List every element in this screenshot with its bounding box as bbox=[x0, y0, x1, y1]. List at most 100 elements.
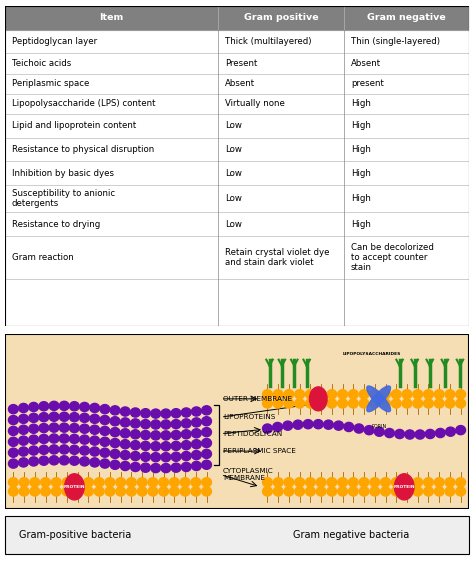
Circle shape bbox=[202, 478, 211, 487]
Circle shape bbox=[49, 412, 59, 422]
Text: Gram-positive bacteria: Gram-positive bacteria bbox=[18, 531, 131, 540]
Circle shape bbox=[263, 424, 272, 433]
Circle shape bbox=[434, 389, 444, 399]
Circle shape bbox=[305, 399, 315, 408]
Circle shape bbox=[316, 478, 326, 487]
Circle shape bbox=[161, 431, 171, 440]
Text: Absent: Absent bbox=[226, 79, 255, 88]
Circle shape bbox=[316, 399, 326, 408]
Circle shape bbox=[130, 463, 140, 472]
Text: PROTEIN: PROTEIN bbox=[393, 485, 415, 489]
Circle shape bbox=[151, 420, 161, 429]
Circle shape bbox=[273, 478, 283, 487]
Circle shape bbox=[434, 487, 444, 496]
Circle shape bbox=[41, 487, 50, 496]
Circle shape bbox=[29, 402, 38, 411]
Circle shape bbox=[324, 420, 333, 429]
Text: High: High bbox=[351, 99, 371, 108]
Circle shape bbox=[381, 487, 391, 496]
Circle shape bbox=[348, 399, 358, 408]
Circle shape bbox=[171, 452, 181, 461]
Circle shape bbox=[202, 438, 211, 447]
Circle shape bbox=[263, 478, 272, 487]
Circle shape bbox=[424, 487, 433, 496]
Circle shape bbox=[100, 405, 110, 414]
Circle shape bbox=[49, 423, 59, 432]
Circle shape bbox=[305, 478, 315, 487]
Text: PORIN: PORIN bbox=[371, 424, 386, 429]
Text: Gram positive: Gram positive bbox=[244, 13, 319, 22]
Circle shape bbox=[170, 487, 179, 496]
Circle shape bbox=[413, 389, 423, 399]
Circle shape bbox=[59, 456, 69, 465]
Circle shape bbox=[100, 437, 110, 446]
Circle shape bbox=[456, 487, 465, 496]
Circle shape bbox=[344, 423, 354, 432]
Circle shape bbox=[151, 442, 161, 451]
Circle shape bbox=[263, 487, 272, 496]
Circle shape bbox=[316, 487, 326, 496]
Text: High: High bbox=[351, 194, 371, 203]
Circle shape bbox=[120, 429, 130, 438]
Circle shape bbox=[90, 458, 100, 467]
Circle shape bbox=[370, 478, 380, 487]
Circle shape bbox=[120, 418, 130, 427]
Circle shape bbox=[29, 435, 38, 444]
Text: PEPTIDOGLYCAN: PEPTIDOGLYCAN bbox=[223, 430, 283, 437]
Circle shape bbox=[303, 420, 313, 429]
Circle shape bbox=[182, 419, 191, 428]
Circle shape bbox=[348, 487, 358, 496]
Circle shape bbox=[116, 487, 126, 496]
Circle shape bbox=[456, 399, 465, 408]
Circle shape bbox=[90, 414, 100, 423]
Text: LIPOPROTEINS: LIPOPROTEINS bbox=[223, 414, 275, 420]
Circle shape bbox=[39, 445, 49, 455]
Circle shape bbox=[29, 457, 38, 466]
Circle shape bbox=[456, 478, 465, 487]
Circle shape bbox=[413, 399, 423, 408]
Text: Can be decolorized
to accept counter
stain: Can be decolorized to accept counter sta… bbox=[351, 243, 434, 273]
Text: Low: Low bbox=[226, 194, 242, 203]
Text: Lipid and lipoprotein content: Lipid and lipoprotein content bbox=[12, 121, 136, 130]
Circle shape bbox=[182, 463, 191, 472]
Circle shape bbox=[161, 420, 171, 429]
Text: High: High bbox=[351, 121, 371, 130]
Circle shape bbox=[348, 389, 358, 399]
Text: Peptidoglycan layer: Peptidoglycan layer bbox=[12, 37, 97, 46]
Circle shape bbox=[62, 478, 72, 487]
Circle shape bbox=[59, 434, 69, 443]
Text: PROTEIN: PROTEIN bbox=[64, 485, 85, 489]
Circle shape bbox=[90, 425, 100, 434]
Circle shape bbox=[327, 389, 337, 399]
Text: Low: Low bbox=[226, 169, 242, 178]
Circle shape bbox=[284, 399, 294, 408]
Circle shape bbox=[413, 487, 423, 496]
Circle shape bbox=[405, 430, 415, 439]
Circle shape bbox=[283, 421, 292, 430]
Circle shape bbox=[148, 487, 158, 496]
Circle shape bbox=[305, 487, 315, 496]
Circle shape bbox=[395, 429, 404, 438]
Text: OUTER MEMBRANE: OUTER MEMBRANE bbox=[223, 396, 292, 402]
Circle shape bbox=[327, 487, 337, 496]
Circle shape bbox=[151, 464, 161, 473]
Circle shape bbox=[9, 487, 18, 496]
Circle shape bbox=[29, 424, 38, 433]
Circle shape bbox=[110, 406, 120, 415]
Circle shape bbox=[59, 401, 69, 410]
Circle shape bbox=[18, 436, 28, 445]
Circle shape bbox=[80, 413, 90, 423]
Circle shape bbox=[424, 478, 433, 487]
Circle shape bbox=[100, 459, 110, 468]
Circle shape bbox=[293, 420, 303, 429]
Circle shape bbox=[161, 464, 171, 473]
Circle shape bbox=[445, 487, 455, 496]
Circle shape bbox=[9, 478, 18, 487]
Circle shape bbox=[436, 428, 445, 438]
Circle shape bbox=[456, 389, 465, 399]
Circle shape bbox=[110, 438, 120, 447]
Circle shape bbox=[39, 456, 49, 465]
Circle shape bbox=[141, 409, 150, 418]
Circle shape bbox=[70, 413, 79, 422]
Circle shape bbox=[348, 478, 358, 487]
